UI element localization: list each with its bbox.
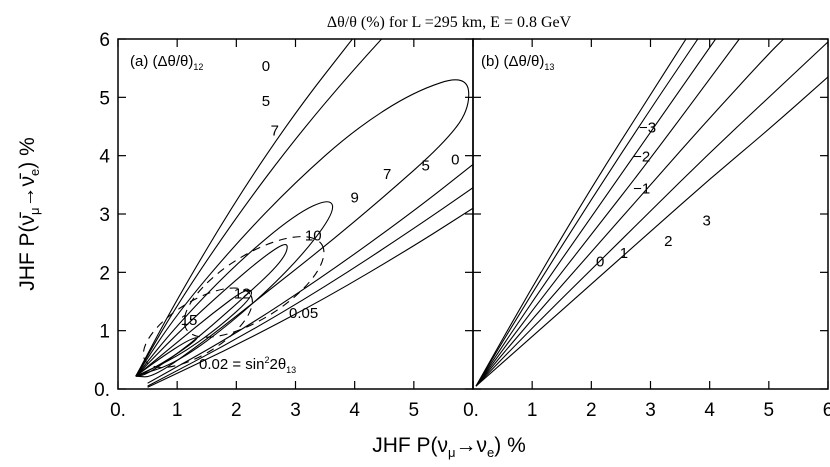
contour-line-5 (135, 39, 383, 377)
contour-line--2 (475, 39, 699, 387)
contour-line-5b (147, 187, 473, 387)
contour-line-7b (147, 163, 473, 384)
contour-line--3 (475, 39, 687, 387)
panel-a-label: (a) (Δθ/θ)12 (130, 53, 203, 72)
contour-label: 0 (596, 254, 604, 271)
contour-label: 12 (234, 286, 251, 303)
x-tick-label: 6 (823, 400, 830, 421)
y-tick-label: 0. (94, 380, 110, 401)
contour-label: 2 (664, 233, 672, 250)
x-tick-label: 4 (704, 400, 715, 421)
x-tick-label: 1 (527, 400, 538, 421)
y-tick-label: 1 (99, 322, 110, 343)
contour-line-10 (135, 243, 288, 377)
x-tick-label: 3 (290, 400, 301, 421)
contour-line-15 (135, 337, 198, 377)
figure-title: Δθ/θ (%) for L =295 km, E = 0.8 GeV (327, 14, 572, 31)
contour-label: 1 (620, 245, 628, 262)
x-tick-label: 1 (172, 400, 183, 421)
x-tick-label: 3 (645, 400, 656, 421)
contour-label: −3 (639, 119, 656, 136)
contour-label: 3 (703, 213, 711, 230)
x-axis-label: JHF P(νμ→νe) % (372, 434, 526, 460)
contour-line--1 (475, 39, 717, 387)
ellipse-label-005: 0.05 (289, 305, 318, 322)
contour-line-0 (135, 39, 354, 377)
sin2-theta13-label: 0.02 = sin22θ13 (199, 355, 296, 375)
contour-line-9 (135, 201, 334, 377)
contour-label: 7 (383, 166, 391, 183)
contour-line-3 (475, 76, 828, 387)
x-tick-label: 5 (764, 400, 775, 421)
contour-line-7 (135, 79, 470, 378)
contour-line-1 (475, 39, 784, 387)
contour-label: 0 (262, 58, 270, 75)
y-tick-label: 4 (99, 147, 110, 168)
contour-line-0b (147, 207, 473, 388)
contour-label: 15 (181, 312, 198, 329)
x-tick-label: 0. (463, 400, 479, 421)
contour-label: −2 (633, 149, 650, 166)
dashed-ellipse-0.05 (183, 236, 325, 338)
y-tick-label: 6 (99, 30, 110, 51)
contour-label: 7 (271, 122, 279, 139)
contour-label: 5 (421, 157, 429, 174)
x-tick-label: 0. (110, 400, 126, 421)
contour-label: 0 (451, 151, 459, 168)
x-tick-label: 2 (231, 400, 242, 421)
contour-line-0 (475, 39, 740, 387)
contour-label: 10 (305, 227, 322, 244)
contour-label: 9 (350, 189, 358, 206)
y-tick-label: 2 (99, 263, 110, 284)
contour-line-2 (475, 41, 828, 387)
x-tick-label: 5 (409, 400, 420, 421)
y-tick-label: 3 (99, 205, 110, 226)
dashed-ellipse-0.02 (142, 287, 253, 369)
x-tick-label: 4 (349, 400, 360, 421)
y-tick-label: 5 (99, 88, 110, 109)
y-axis-label: JHF P(ν̄μ→ν̄e) % (16, 137, 42, 291)
contour-label: 5 (262, 93, 270, 110)
panel-b-label: (b) (Δθ/θ)13 (481, 53, 554, 72)
x-tick-label: 2 (586, 400, 597, 421)
contour-label: −1 (633, 181, 650, 198)
